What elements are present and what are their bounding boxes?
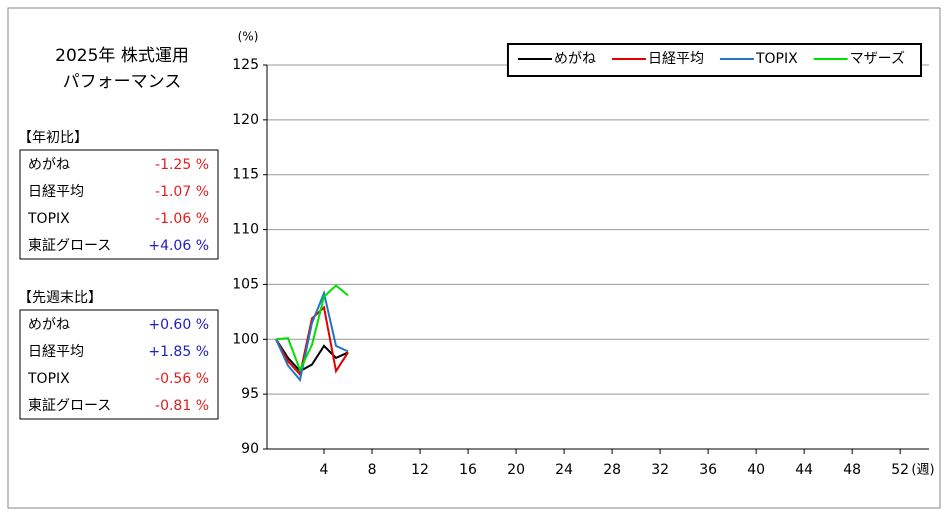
x-tick-label: 8: [368, 462, 377, 478]
row-label: 東証グロース: [28, 398, 111, 414]
row-value: -1.06 %: [155, 211, 209, 227]
x-tick-label: 52: [891, 462, 909, 478]
row-label: めがね: [28, 157, 70, 173]
x-tick-label: 36: [699, 462, 717, 478]
y-tick-label: 95: [241, 386, 259, 402]
y-tick-label: 100: [232, 331, 259, 347]
legend-label: 日経平均: [648, 51, 704, 67]
chart-title: 2025年 株式運用: [55, 46, 189, 66]
x-tick-label: 20: [507, 462, 525, 478]
row-value: +1.85 %: [148, 344, 209, 360]
y-tick-label: 120: [232, 112, 259, 128]
y-tick-label: 115: [232, 167, 259, 183]
row-label: TOPIX: [27, 371, 70, 387]
y-tick-label: 90: [241, 441, 259, 457]
row-value: -1.25 %: [155, 157, 209, 173]
table-box: [19, 149, 219, 260]
legend-box: [506, 43, 922, 77]
legend-label: マザーズ: [850, 51, 905, 67]
y-unit: (%): [238, 30, 259, 44]
row-value: +4.06 %: [148, 238, 209, 254]
row-label: 日経平均: [28, 344, 84, 360]
row-label: 日経平均: [28, 184, 84, 200]
x-tick-label: 40: [747, 462, 765, 478]
x-tick-label: 12: [411, 462, 429, 478]
legend-label: TOPIX: [755, 51, 798, 67]
x-tick-label: 24: [555, 462, 573, 478]
series-line: [275, 338, 349, 373]
x-tick-label: 28: [603, 462, 621, 478]
x-tick-label: 44: [795, 462, 813, 478]
series-line: [275, 305, 349, 377]
row-value: -1.07 %: [155, 184, 209, 200]
row-value: +0.60 %: [148, 317, 209, 333]
x-unit: (週): [911, 463, 934, 478]
y-tick-label: 110: [232, 222, 259, 238]
y-tick-label: 105: [232, 276, 259, 292]
x-tick-label: 32: [651, 462, 669, 478]
chart-title: パフォーマンス: [63, 72, 182, 92]
row-label: TOPIX: [27, 211, 70, 227]
row-value: -0.81 %: [155, 398, 209, 414]
row-value: -0.56 %: [155, 371, 209, 387]
y-tick-label: 125: [232, 57, 259, 73]
series-line: [275, 289, 349, 383]
x-tick-label: 16: [459, 462, 477, 478]
table-heading: 【年初比】: [18, 129, 88, 146]
table-box: [19, 309, 219, 420]
series-line: [275, 284, 349, 373]
x-tick-label: 4: [320, 462, 329, 478]
table-heading: 【先週末比】: [18, 290, 102, 306]
x-tick-label: 48: [843, 462, 861, 478]
row-label: めがね: [28, 317, 70, 333]
row-label: 東証グロース: [28, 238, 111, 254]
legend-label: めがね: [554, 51, 596, 67]
